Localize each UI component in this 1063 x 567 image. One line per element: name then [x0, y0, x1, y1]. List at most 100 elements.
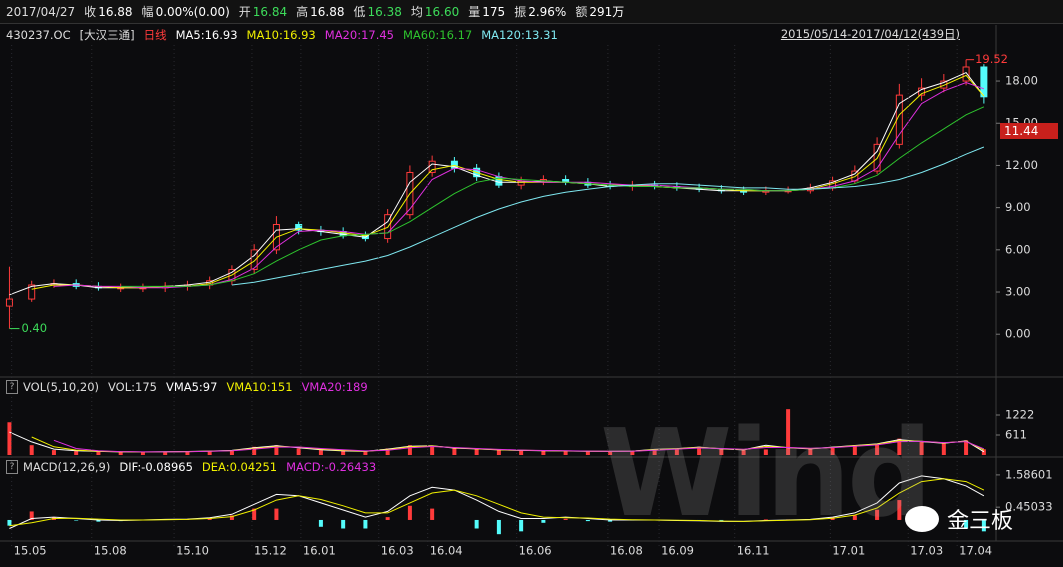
quote-value: 2.96% — [528, 5, 567, 19]
quote-value: 0.00%(0.00) — [155, 5, 230, 19]
volume-bar — [496, 450, 501, 455]
macd-bar — [474, 519, 479, 529]
x-tick-label: 16.11 — [737, 544, 770, 558]
macd-bar — [830, 517, 835, 520]
macd-bar — [897, 500, 902, 520]
candle-body — [428, 160, 436, 173]
volume-bar — [786, 409, 791, 455]
quote-value: 16.38 — [367, 5, 402, 19]
quote-value: 175 — [482, 5, 506, 19]
volume-bar — [981, 449, 986, 455]
macd-bar — [96, 519, 101, 522]
quote-item: 幅 0.00%(0.00) — [142, 3, 230, 20]
macd-bar — [7, 519, 12, 526]
legend-entry: MA10:16.93 — [246, 27, 316, 42]
quote-item: 额 291万 — [575, 3, 624, 20]
macd-bar — [981, 519, 986, 532]
price-tag: 11.44 — [1000, 123, 1058, 139]
volume-bar — [296, 448, 301, 455]
volume-bar — [385, 448, 390, 455]
help-icon[interactable]: ? — [6, 380, 18, 394]
volume-bar — [274, 445, 279, 455]
x-tick-label: 16.09 — [661, 544, 694, 558]
quote-value: 16.88 — [310, 5, 345, 19]
y-tick-label: 1222 — [1005, 407, 1034, 421]
volume-bar — [229, 450, 234, 455]
volume-bar — [51, 450, 56, 455]
quote-label: 振 — [514, 5, 527, 19]
x-tick-label: 15.08 — [94, 544, 127, 558]
macd-bar — [385, 517, 390, 520]
volume-bar — [29, 445, 34, 455]
y-tick-label: 12.00 — [1005, 158, 1038, 172]
volume-bar — [452, 448, 457, 455]
volume-bar — [875, 443, 880, 455]
price-legend: 430237.OC [大汉三通] 日线 MA5:16.93 MA10:16.93 M… — [0, 25, 1063, 44]
volume-bar — [719, 449, 724, 455]
help-icon[interactable]: ? — [6, 460, 18, 474]
quote-label: 收 — [84, 5, 97, 19]
wechat-label: 金三板 — [947, 508, 1014, 533]
candle-body — [980, 66, 988, 98]
period[interactable]: 日线 — [143, 27, 167, 42]
volume-bar — [941, 443, 946, 455]
y-tick-label: 1.58601 — [1005, 467, 1053, 481]
volume-bar — [207, 451, 212, 455]
volume-bar — [585, 451, 590, 455]
volume-bar — [763, 449, 768, 455]
volume-bar — [7, 422, 12, 455]
high-label: 19.52 — [975, 52, 1008, 66]
volume-bar — [118, 452, 123, 455]
quote-item: 高 16.88 — [296, 3, 344, 20]
wechat-mark: 金三板 — [905, 503, 1013, 535]
legend-entry: DEA:0.04251 — [201, 460, 278, 474]
x-tick-label: 17.01 — [832, 544, 865, 558]
macd-bar — [585, 519, 590, 522]
volume-bar — [318, 450, 323, 455]
macd-bar — [964, 519, 969, 529]
quote-label: 高 — [296, 5, 309, 19]
ma-line — [9, 478, 985, 527]
x-tick-label: 15.12 — [254, 544, 287, 558]
macd-bar — [608, 519, 613, 522]
x-tick-label: 16.06 — [519, 544, 552, 558]
y-tick-label: 9.00 — [1005, 200, 1031, 214]
quote-value: 16.60 — [424, 5, 460, 19]
volume-legend: ? VOL(5,10,20) VOL:175 VMA5:97 VMA10:151 V… — [0, 378, 1063, 396]
macd-bar — [852, 515, 857, 520]
volume-bar — [919, 441, 924, 455]
macd-bar — [496, 519, 501, 535]
volume-bar — [474, 449, 479, 455]
legend-entry: MA20:17.45 — [324, 27, 394, 42]
macd-bar — [318, 519, 323, 527]
volume-bar — [741, 450, 746, 455]
volume-bar — [163, 451, 168, 455]
low-label: 0.40 — [21, 321, 47, 335]
macd-bar — [519, 519, 524, 532]
volume-bar — [830, 446, 835, 455]
volume-value: VOL:175 — [108, 380, 157, 394]
date-range[interactable]: 2015/05/14-2017/04/12(439日) — [780, 27, 960, 41]
quote-value: 16.84 — [252, 5, 288, 19]
x-tick-label: 16.03 — [381, 544, 414, 558]
volume-bar — [140, 452, 145, 455]
macd-bar — [74, 519, 79, 521]
macd-bar — [430, 508, 435, 520]
volume-bar — [964, 440, 969, 455]
volume-bar — [363, 451, 368, 455]
volume-bar — [674, 448, 679, 455]
macd-legend: ? MACD(12,26,9) DIF:-0.08965 DEA:0.04251 M… — [0, 458, 1063, 476]
quote-item: 低 16.38 — [354, 3, 402, 20]
macd-bar — [875, 509, 880, 520]
y-tick-label: 3.00 — [1005, 285, 1031, 299]
quote-label: 量 — [468, 5, 481, 19]
volume-bar — [697, 446, 702, 455]
quote-value: 16.88 — [98, 5, 133, 19]
macd-bar — [252, 508, 257, 520]
macd-bar — [274, 508, 279, 520]
legend-entry: DIF:-0.08965 — [119, 460, 193, 474]
quote-label: 均 — [410, 5, 423, 19]
quote-label: 开 — [238, 5, 251, 19]
volume-bar — [185, 451, 190, 455]
